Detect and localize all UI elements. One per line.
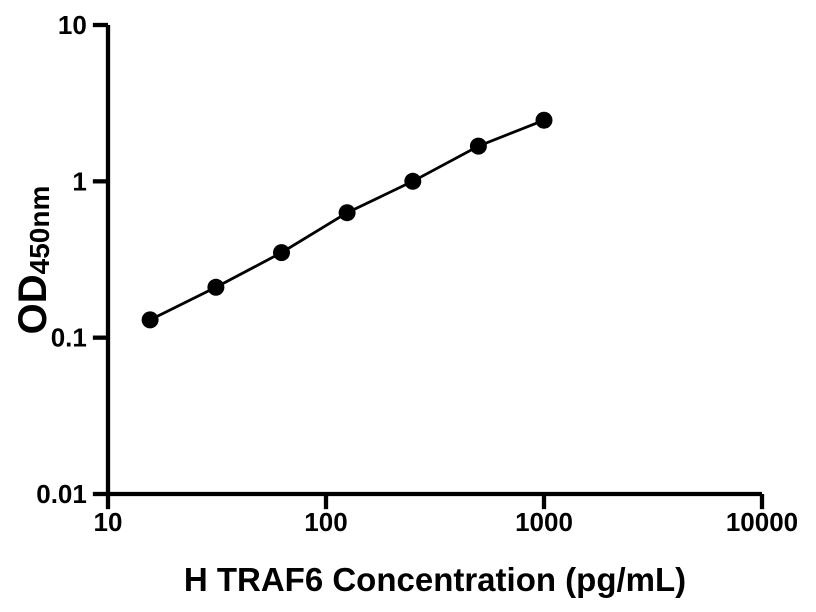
axis-spine [105,25,762,497]
data-point [273,244,290,262]
x-tick-label: 100 [304,507,347,537]
x-tick-label: 10 [94,507,123,537]
y-tick-label: 0.01 [36,479,87,509]
y-tick-label: 1 [72,166,86,196]
y-axis-title: OD450nm [11,186,55,335]
data-point [338,204,356,222]
y-tick-label: 0.1 [51,323,87,353]
data-point [207,278,225,296]
y-axis-title-main: OD [11,274,55,334]
data-point [535,111,553,129]
y-tick-label: 10 [58,10,87,40]
data-point [141,311,159,329]
data-point [404,172,422,190]
x-tick-label: 10000 [726,507,798,537]
x-tick-label: 1000 [515,507,573,537]
x-axis-title: H TRAF6 Concentration (pg/mL) [184,561,686,598]
y-axis-title-subscript: 450nm [24,186,55,275]
data-point [469,137,487,155]
